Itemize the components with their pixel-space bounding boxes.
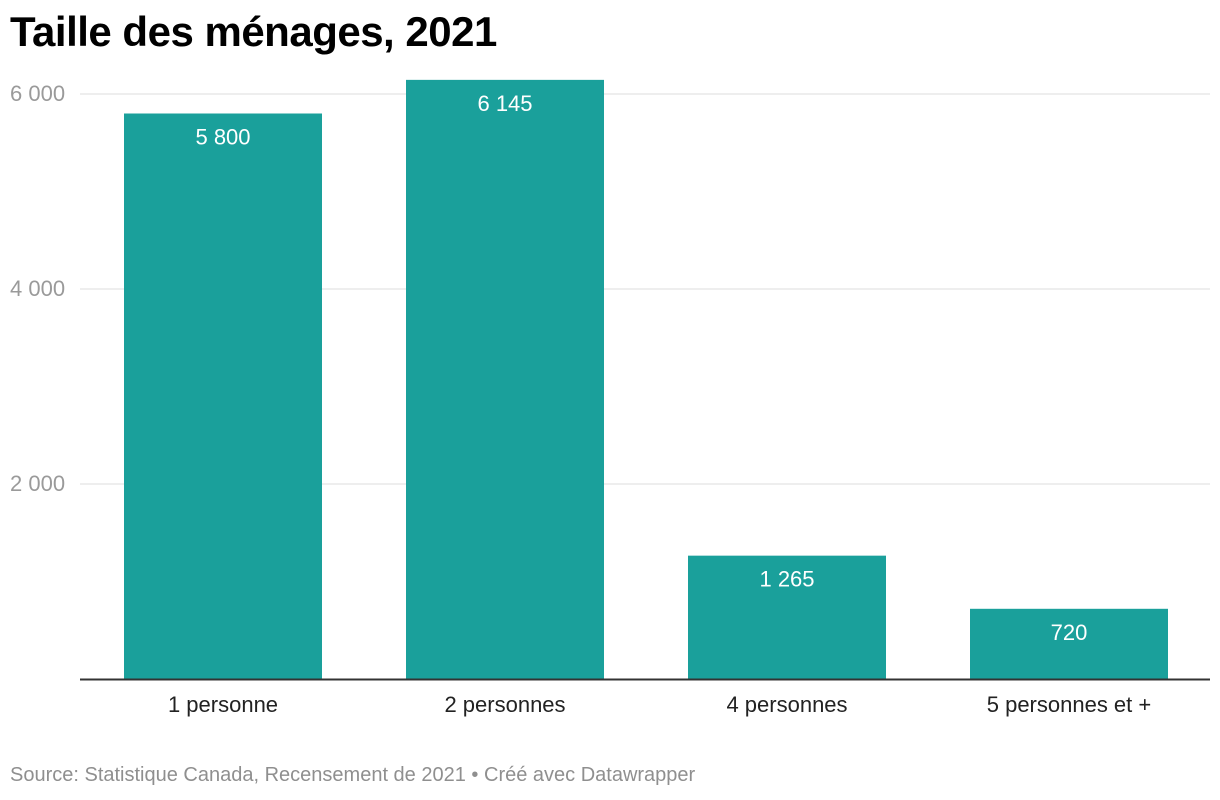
bar-value-label: 720 xyxy=(1051,620,1088,645)
bar-value-label: 1 265 xyxy=(759,567,814,592)
chart-title: Taille des ménages, 2021 xyxy=(10,8,497,55)
bar xyxy=(124,113,322,679)
y-tick-label: 6 000 xyxy=(10,81,65,106)
source-text: Source: Statistique Canada, Recensement … xyxy=(10,764,466,786)
bar-chart: 2 000 4 000 6 000 5 800 6 145 1 265 720 1 per… xyxy=(10,79,1210,717)
y-axis-labels: 2 000 4 000 6 000 xyxy=(10,81,65,496)
bar-value-labels: 5 800 6 145 1 265 720 xyxy=(195,91,1087,645)
credit-text: Créé avec Datawrapper xyxy=(484,764,696,786)
x-axis-labels: 1 personne 2 personnes 4 personnes 5 person… xyxy=(168,692,1151,717)
bar-value-label: 6 145 xyxy=(477,91,532,116)
bars xyxy=(124,79,1168,680)
y-tick-label: 4 000 xyxy=(10,276,65,301)
x-tick-label: 4 personnes xyxy=(726,692,847,717)
x-tick-label: 2 personnes xyxy=(444,692,565,717)
footer: Source: Statistique Canada, Recensement … xyxy=(10,764,695,787)
y-tick-label: 2 000 xyxy=(10,471,65,496)
x-tick-label: 5 personnes et + xyxy=(987,692,1152,717)
bar xyxy=(406,79,604,680)
footer-separator: • xyxy=(471,764,479,786)
bar xyxy=(970,608,1168,679)
bar xyxy=(688,555,886,679)
bar-value-label: 5 800 xyxy=(195,125,250,150)
x-tick-label: 1 personne xyxy=(168,692,278,717)
